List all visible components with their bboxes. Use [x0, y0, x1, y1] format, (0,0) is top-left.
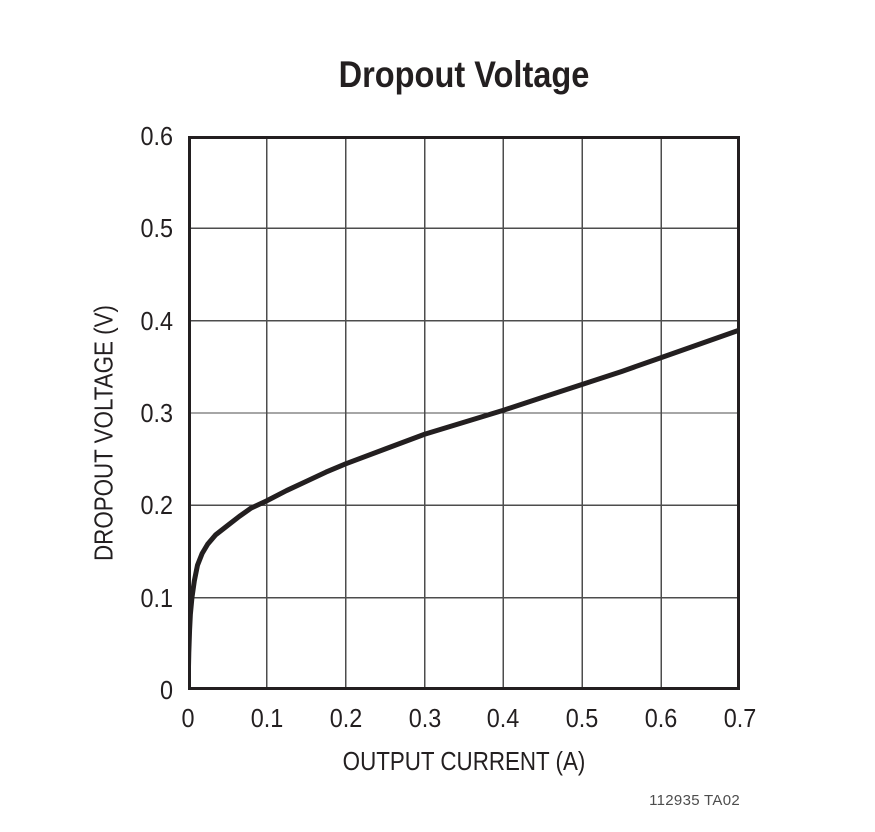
dropout-voltage-curve — [188, 327, 740, 690]
x-tick-label: 0.1 — [250, 703, 284, 733]
x-tick-label: 0 — [181, 703, 195, 733]
x-tick-label: 0.3 — [408, 703, 441, 733]
chart-title: Dropout Voltage — [338, 54, 590, 95]
x-tick-label: 0.6 — [644, 703, 678, 733]
y-tick-label: 0.1 — [140, 582, 173, 613]
x-tick-label: 0.7 — [723, 703, 757, 733]
plot-border — [188, 136, 740, 690]
y-tick-label: 0 — [159, 675, 173, 705]
y-axis-label: DROPOUT VOLTAGE (V) — [88, 305, 119, 561]
y-tick-label: 0.2 — [140, 490, 173, 521]
y-tick-label: 0.4 — [140, 305, 173, 336]
y-tick-label: 0.3 — [140, 398, 173, 428]
x-tick-label: 0.5 — [566, 703, 599, 733]
y-tick-label: 0.5 — [140, 213, 173, 244]
plot-area — [188, 136, 740, 690]
y-tick-label: 0.6 — [140, 121, 173, 151]
x-tick-label: 0.2 — [329, 703, 362, 733]
figure-number: 112935 TA02 — [649, 792, 740, 809]
x-axis-label: OUTPUT CURRENT (A) — [342, 746, 586, 776]
x-tick-label: 0.4 — [487, 703, 520, 733]
